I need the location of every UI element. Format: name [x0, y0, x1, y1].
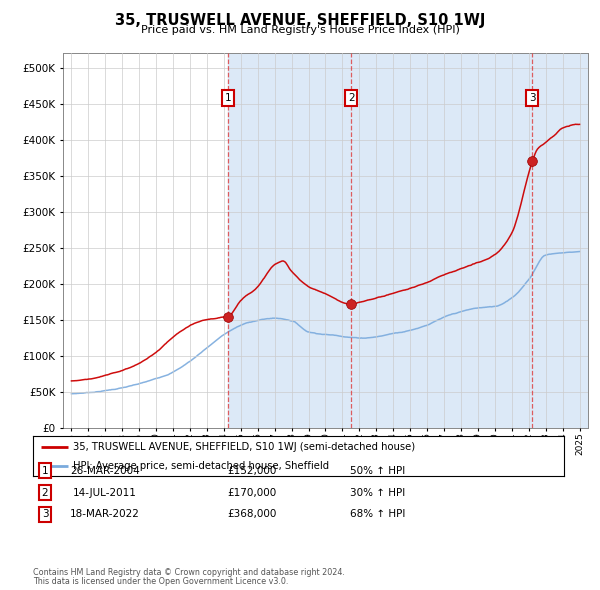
- Text: 35, TRUSWELL AVENUE, SHEFFIELD, S10 1WJ (semi-detached house): 35, TRUSWELL AVENUE, SHEFFIELD, S10 1WJ …: [73, 442, 415, 452]
- Text: 35, TRUSWELL AVENUE, SHEFFIELD, S10 1WJ: 35, TRUSWELL AVENUE, SHEFFIELD, S10 1WJ: [115, 13, 485, 28]
- Text: 50% ↑ HPI: 50% ↑ HPI: [350, 466, 406, 476]
- Text: HPI: Average price, semi-detached house, Sheffield: HPI: Average price, semi-detached house,…: [73, 461, 329, 471]
- Text: £170,000: £170,000: [227, 488, 277, 497]
- Text: Price paid vs. HM Land Registry's House Price Index (HPI): Price paid vs. HM Land Registry's House …: [140, 25, 460, 35]
- Text: 2: 2: [41, 488, 49, 497]
- Text: 14-JUL-2011: 14-JUL-2011: [73, 488, 137, 497]
- Text: £152,000: £152,000: [227, 466, 277, 476]
- Text: 26-MAR-2004: 26-MAR-2004: [70, 466, 140, 476]
- Text: 68% ↑ HPI: 68% ↑ HPI: [350, 510, 406, 519]
- Text: 2: 2: [348, 93, 355, 103]
- Bar: [532, 53, 588, 428]
- Text: 3: 3: [41, 510, 49, 519]
- Text: 3: 3: [529, 93, 536, 103]
- Text: £368,000: £368,000: [227, 510, 277, 519]
- Text: 30% ↑ HPI: 30% ↑ HPI: [350, 488, 406, 497]
- Text: Contains HM Land Registry data © Crown copyright and database right 2024.: Contains HM Land Registry data © Crown c…: [33, 568, 345, 577]
- Text: 1: 1: [224, 93, 231, 103]
- Text: 18-MAR-2022: 18-MAR-2022: [70, 510, 140, 519]
- Text: This data is licensed under the Open Government Licence v3.0.: This data is licensed under the Open Gov…: [33, 577, 289, 586]
- Bar: [228, 53, 352, 428]
- Bar: [352, 53, 532, 428]
- Text: 1: 1: [41, 466, 49, 476]
